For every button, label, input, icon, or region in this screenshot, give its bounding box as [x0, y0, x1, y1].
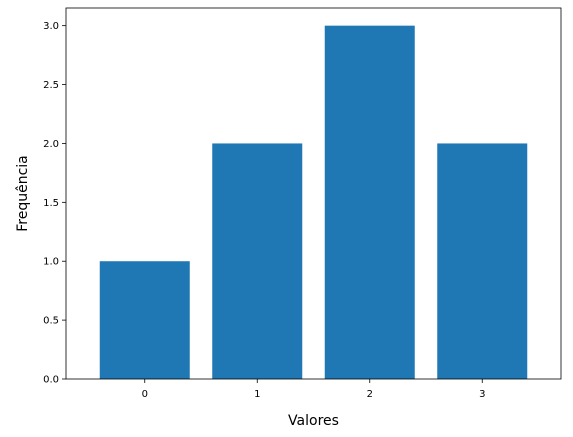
x-axis-ticks: 0 1 2 3 [142, 379, 485, 400]
x-tick-label: 0 [142, 389, 148, 400]
x-axis-label: Valores [288, 413, 339, 429]
y-tick-label: 3.0 [43, 21, 59, 32]
y-tick-label: 1.0 [43, 257, 59, 268]
y-axis-ticks: 0.0 0.5 1.0 1.5 2.0 2.5 3.0 [43, 21, 66, 386]
bar-3 [437, 143, 528, 379]
bar-0 [99, 261, 190, 379]
plot-frame [65, 7, 562, 380]
bar-1 [212, 143, 303, 379]
bar-2 [324, 25, 415, 380]
y-tick-label: 0.0 [43, 375, 59, 386]
y-tick-label: 2.0 [43, 139, 59, 150]
x-tick-label: 2 [367, 389, 373, 400]
y-tick-label: 0.5 [43, 316, 59, 327]
y-tick-label: 1.5 [43, 198, 59, 209]
y-axis-label: Frequência [15, 155, 31, 232]
x-tick-label: 1 [254, 389, 260, 400]
x-tick-label: 3 [479, 389, 485, 400]
y-tick-label: 2.5 [43, 80, 59, 91]
bars-group [99, 25, 528, 380]
